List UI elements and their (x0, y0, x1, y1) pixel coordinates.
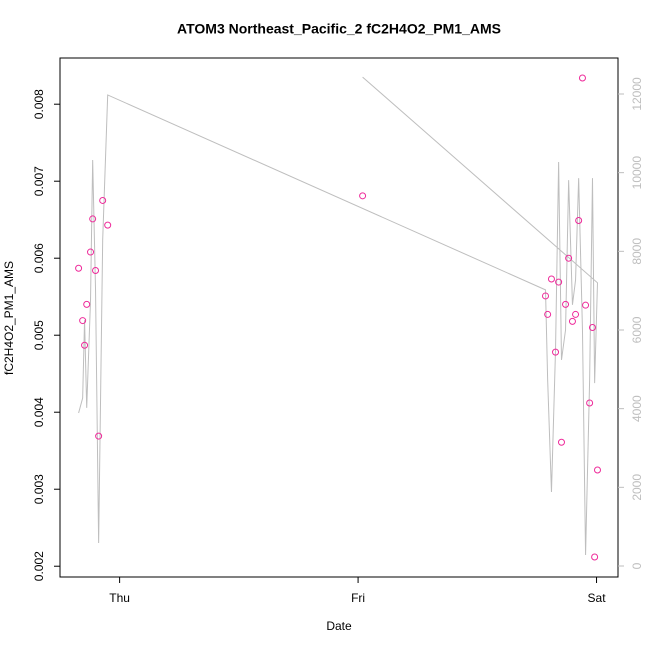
data-point (565, 254, 573, 262)
data-point (104, 221, 112, 229)
plot-frame (59, 57, 619, 578)
data-point (87, 248, 95, 256)
data-point (83, 300, 91, 308)
data-point (544, 310, 552, 318)
data-point (81, 341, 89, 349)
data-point (552, 348, 560, 356)
y-tick-label: 0.008 (32, 89, 46, 119)
data-point (79, 317, 87, 325)
data-point (547, 275, 555, 283)
data-point (591, 553, 599, 561)
data-point (92, 267, 100, 275)
data-point (562, 300, 570, 308)
y2-tick-label: 12000 (630, 77, 644, 111)
data-point (555, 278, 563, 286)
chart-title: ATOM3 Northeast_Pacific_2 fC2H4O2_PM1_AM… (177, 21, 501, 37)
y-axis-label: fC2H4O2_PM1_AMS (2, 261, 16, 375)
data-point (578, 74, 586, 82)
data-point (586, 399, 594, 407)
data-line (78, 76, 598, 555)
y2-tick-label: 10000 (630, 156, 644, 190)
data-point (588, 324, 596, 332)
x-tick-label: Fri (351, 591, 365, 605)
y2-tick-label: 6000 (630, 316, 644, 343)
data-point (593, 466, 601, 474)
y-tick-label: 0.007 (32, 166, 46, 196)
y-tick-label: 0.003 (32, 474, 46, 504)
data-point (99, 196, 107, 204)
data-point (89, 215, 97, 223)
y2-tick-label: 8000 (630, 238, 644, 265)
y2-tick-label: 2000 (630, 474, 644, 501)
data-point (359, 192, 367, 200)
data-point (582, 301, 590, 309)
data-point (95, 432, 103, 440)
y-tick-label: 0.006 (32, 243, 46, 273)
data-point (75, 264, 83, 272)
x-tick-label: Sat (588, 591, 607, 605)
data-point (568, 317, 576, 325)
y-tick-label: 0.004 (32, 397, 46, 427)
y2-tick-label: 4000 (630, 395, 644, 422)
y2-tick-label: 0 (630, 562, 644, 569)
y-tick-label: 0.002 (32, 551, 46, 581)
data-point (557, 438, 565, 446)
x-axis-label: Date (326, 619, 352, 633)
data-point (572, 310, 580, 318)
y-tick-label: 0.005 (32, 320, 46, 350)
x-tick-label: Thu (109, 591, 130, 605)
data-point (542, 292, 550, 300)
data-point (575, 216, 583, 224)
